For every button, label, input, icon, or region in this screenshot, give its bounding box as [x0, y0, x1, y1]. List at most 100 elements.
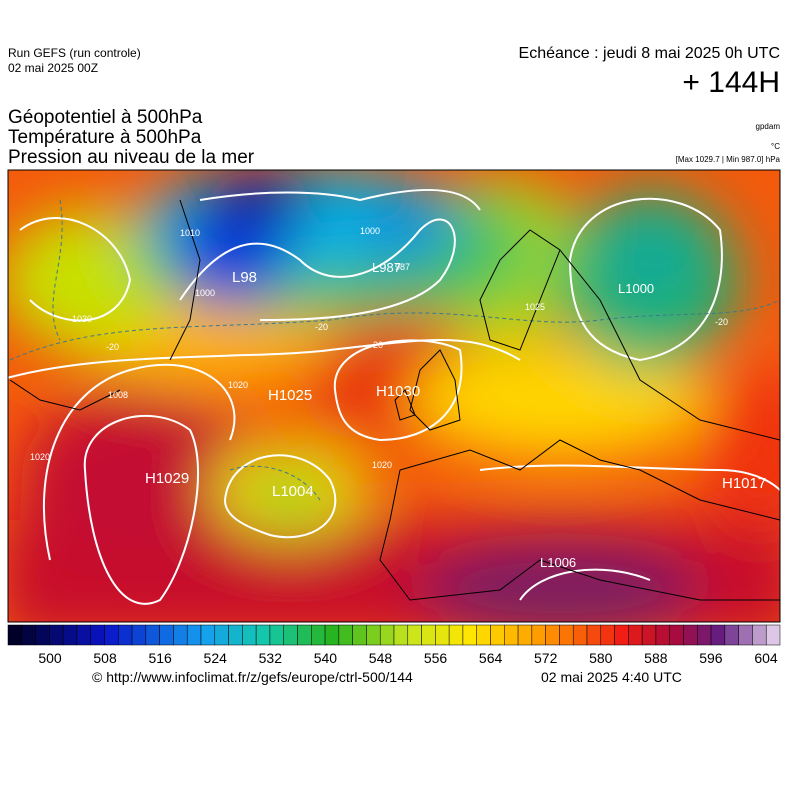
map-label: L1006 — [540, 555, 576, 570]
map-label: H1029 — [145, 470, 189, 487]
lead-time: + 144H — [682, 66, 780, 99]
colorbar-cell — [765, 624, 781, 646]
colorbar-tick-label: 556 — [424, 650, 448, 666]
colorbar-cell — [366, 624, 381, 646]
colorbar-cell — [283, 624, 298, 646]
colorbar-cell — [269, 624, 284, 646]
map-label: H1017 — [722, 475, 766, 492]
colorbar-cell — [35, 624, 50, 646]
map-label: -20 — [370, 340, 383, 350]
colorbar-tick-label: 580 — [589, 650, 613, 666]
colorbar-cell — [724, 624, 739, 646]
colorbar-cell — [517, 624, 533, 646]
colorbar-tick-label: 500 — [38, 650, 62, 666]
colorbar-cell — [297, 624, 312, 646]
map-label: 1008 — [108, 390, 128, 400]
colorbar-cell — [462, 624, 477, 646]
map-label: -20 — [715, 317, 728, 327]
colorbar-cell — [21, 624, 36, 646]
colorbar-tick-label: 532 — [259, 650, 283, 666]
colorbar-cell — [352, 624, 367, 646]
map-label: H1025 — [268, 387, 312, 404]
colorbar-cell — [683, 624, 698, 646]
map-label: 1000 — [195, 288, 215, 298]
colorbar-cell — [7, 624, 23, 646]
colorbar-cell — [242, 624, 257, 646]
colorbar-cell — [379, 624, 395, 646]
colorbar-cell — [490, 624, 505, 646]
colorbar-cell — [338, 624, 353, 646]
colorbar-cell — [435, 624, 450, 646]
colorbar-tick-label: 596 — [699, 650, 723, 666]
colorbar-cell — [655, 624, 670, 646]
colorbar-tick-label: 564 — [479, 650, 503, 666]
colorbar-cell — [118, 624, 133, 646]
colorbar-cell — [476, 624, 491, 646]
colorbar-cell — [255, 624, 271, 646]
colorbar-cell — [600, 624, 615, 646]
colorbar-tick-label: 548 — [369, 650, 393, 666]
colorbar-cell — [738, 624, 753, 646]
map-label: L98 — [232, 269, 257, 286]
unit-label: °C — [771, 142, 780, 151]
colorbar-cell — [752, 624, 767, 646]
map-label: 1020 — [372, 460, 392, 470]
isotherms — [9, 199, 780, 501]
map-label: 1010 — [180, 228, 200, 238]
colorbar-cell — [572, 624, 588, 646]
colorbar-cell — [104, 624, 119, 646]
colorbar-cell — [159, 624, 174, 646]
map-label: -20 — [315, 322, 328, 332]
colorbar-cell — [131, 624, 147, 646]
colorbar-cell — [145, 624, 160, 646]
map-label: 1030 — [72, 314, 92, 324]
colorbar-cell — [214, 624, 229, 646]
colorbar-tick-label: 604 — [754, 650, 778, 666]
title: Géopotentiel à 500hPa — [8, 107, 203, 128]
map-frame — [7, 169, 781, 623]
unit-label: [Max 1029.7 | Min 987.0] hPa — [675, 155, 780, 164]
generated-time: 02 mai 2025 4:40 UTC — [541, 669, 682, 685]
unit-label: gpdam — [755, 122, 780, 131]
map-label: L1004 — [272, 483, 314, 500]
colorbar-cell — [586, 624, 602, 646]
colorbar-cell — [448, 624, 464, 646]
title: Pression au niveau de la mer — [8, 147, 255, 168]
colorbar-tick-label: 588 — [644, 650, 668, 666]
colorbar-cell — [393, 624, 409, 646]
map-label: 1025 — [525, 302, 545, 312]
run-date: 02 mai 2025 00Z — [8, 61, 99, 75]
colorbar-tick-label: 508 — [93, 650, 117, 666]
colorbar-cell — [697, 624, 712, 646]
colorbar-cell — [228, 624, 243, 646]
colorbar-tick-label: 540 — [314, 650, 338, 666]
map-label: 1000 — [360, 226, 380, 236]
colorbar-cell — [200, 624, 216, 646]
source: © http://www.infoclimat.fr/z/gefs/europe… — [92, 669, 413, 685]
map-label: L1000 — [618, 281, 654, 296]
colorbar-cell — [504, 624, 519, 646]
colorbar-tick-label: 516 — [148, 650, 172, 666]
run-label: Run GEFS (run controle) — [8, 46, 141, 60]
map-label: 1020 — [30, 452, 50, 462]
colorbar-cell — [669, 624, 684, 646]
colorbar-cell — [90, 624, 105, 646]
colorbar-cell — [311, 624, 326, 646]
colorbar-cell — [531, 624, 546, 646]
colorbar-cell — [186, 624, 202, 646]
colorbar-cell — [49, 624, 64, 646]
colorbar-tick-label: 524 — [204, 650, 228, 666]
map: H1029 H1025 H1030 L1004 L1006 L987 L98 L1000 H10… — [7, 169, 781, 666]
field — [8, 170, 780, 622]
colorbar-tick-label: 572 — [534, 650, 558, 666]
colorbar-cell — [324, 624, 340, 646]
map-label: 1020 — [228, 380, 248, 390]
title: Température à 500hPa — [8, 127, 202, 148]
colorbar-cell — [545, 624, 560, 646]
colorbar-cell — [173, 624, 188, 646]
coastlines — [9, 199, 780, 601]
valid-time: Echéance : jeudi 8 mai 2025 0h UTC — [518, 45, 780, 62]
colorbar-cell — [559, 624, 574, 646]
colorbar-cell — [710, 624, 726, 646]
map-label: H1030 — [376, 383, 420, 400]
